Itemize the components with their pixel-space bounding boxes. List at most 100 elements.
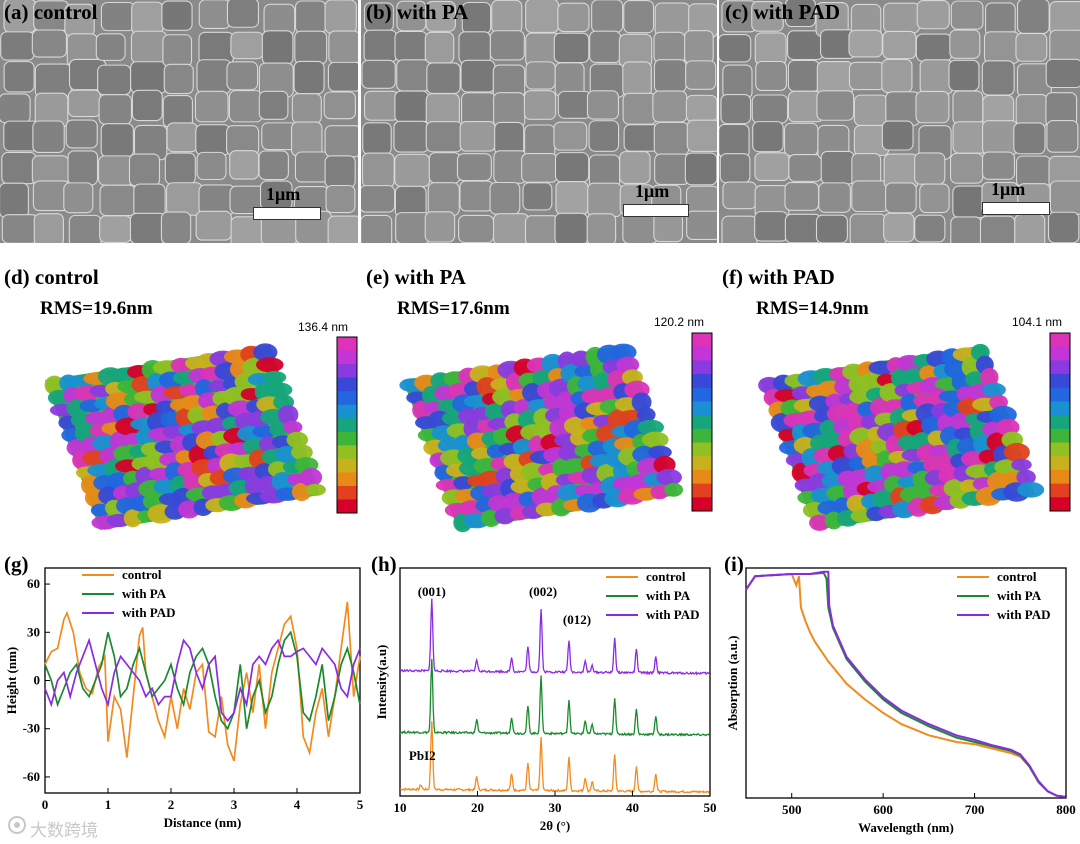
sem-grain <box>1015 93 1049 128</box>
sem-grain <box>162 34 193 68</box>
sem-grain <box>100 123 134 158</box>
sem-grain <box>293 60 325 95</box>
sem-grain <box>393 120 430 153</box>
sem-grain <box>67 150 99 186</box>
sem-grain <box>394 153 431 188</box>
x-tick-label: 700 <box>965 802 985 817</box>
sem-grain <box>160 211 192 243</box>
watermark-logo-icon <box>8 816 26 834</box>
x-tick-label: 1 <box>105 797 112 812</box>
xrd-chart: 10 20 30 40 50 2θ (°) Intensity(a.u) (h) (001) (0… <box>371 552 717 833</box>
sem-grain <box>194 90 229 123</box>
sem-grain <box>323 91 356 120</box>
sem-grain <box>719 153 751 184</box>
scale-bar-label-control: 1μm <box>266 184 301 204</box>
colorbar-step <box>1050 442 1070 457</box>
sem-grain <box>522 182 553 211</box>
colorbar-control <box>336 336 358 514</box>
sem-grain <box>525 61 556 90</box>
sem-grain <box>949 29 981 59</box>
sem-grain <box>324 155 356 189</box>
afm-grain <box>300 468 323 487</box>
sem-grain <box>195 124 231 156</box>
sem-image-control <box>0 0 358 243</box>
sem-grain <box>130 30 168 64</box>
sem-grain <box>754 152 790 182</box>
sem-grain <box>1015 32 1048 62</box>
colorbar-step <box>1050 415 1070 430</box>
x-tick-label: 500 <box>782 802 802 817</box>
colorbar-step <box>692 456 712 471</box>
sem-grain <box>820 150 855 185</box>
sem-grain <box>654 153 691 185</box>
scale-bar-with-pa <box>623 204 689 217</box>
afm-max-control: 136.4 nm <box>298 320 349 334</box>
afm-grain <box>291 444 313 461</box>
sem-grain <box>128 153 161 187</box>
sem-grain <box>396 59 431 92</box>
afm-grain <box>980 367 999 387</box>
x-tick-label: 3 <box>231 797 238 812</box>
sem-grain <box>131 1 164 35</box>
sem-grain <box>1045 58 1080 89</box>
x-tick-label: 40 <box>626 800 639 815</box>
sem-grain <box>63 182 94 214</box>
sem-grain <box>133 183 166 218</box>
legend-label: with PA <box>122 586 167 601</box>
sem-grain <box>586 90 620 120</box>
sem-grain <box>818 182 851 213</box>
afm-grain <box>636 407 656 423</box>
sem-grain <box>34 63 72 99</box>
absorption-chart: 500 600 700 800 Wavelength (nm) Absorption (a… <box>725 552 1076 835</box>
sem-grain <box>882 30 917 60</box>
y-tick-label: -30 <box>23 721 40 736</box>
sem-grain <box>3 61 35 93</box>
sem-grain <box>883 212 915 243</box>
colorbar-step <box>1050 346 1070 361</box>
watermark-text: 大数跨境 <box>30 821 98 840</box>
sem-grain <box>68 214 102 243</box>
sem-grain <box>0 182 29 219</box>
sem-grain <box>557 90 592 119</box>
sem-grain <box>258 90 289 120</box>
colorbar-step <box>692 346 712 361</box>
sem-grain <box>588 120 620 152</box>
afm-grain <box>996 418 1020 436</box>
sem-grain <box>0 31 35 61</box>
sem-grain <box>685 60 717 90</box>
sem-grain <box>881 120 914 151</box>
sem-label-control: (a) control <box>4 0 98 24</box>
sem-grain <box>1014 213 1046 243</box>
legend-label: control <box>122 567 162 582</box>
colorbar-step <box>337 445 357 460</box>
sem-grain <box>328 30 358 64</box>
colorbar-step <box>337 377 357 392</box>
sem-grain <box>553 121 588 151</box>
sem-grain <box>33 213 64 243</box>
sem-grain <box>163 63 194 95</box>
sem-grain <box>622 61 652 97</box>
sem-grain <box>230 216 267 243</box>
colorbar-step <box>1050 401 1070 416</box>
afm-grain <box>613 461 632 481</box>
sem-grain <box>653 212 684 243</box>
sem-grain <box>619 150 651 185</box>
colorbar-step <box>692 442 712 457</box>
sem-grain <box>919 59 954 95</box>
sem-grain <box>985 2 1016 37</box>
colorbar-step <box>692 333 712 348</box>
sem-grain <box>97 64 132 96</box>
x-tick-label: 30 <box>549 800 562 815</box>
afm-grain <box>286 431 309 448</box>
sem-grain <box>31 155 70 186</box>
sem-grain <box>198 0 231 29</box>
sem-grain <box>363 29 398 63</box>
sem-grain <box>394 90 430 123</box>
panel-letter: (i) <box>725 552 744 576</box>
afm-grain <box>123 509 143 528</box>
abs-line-with-pad <box>745 570 1067 798</box>
sem-grain <box>0 93 31 124</box>
sem-grain <box>950 0 984 30</box>
sem-grain <box>32 120 65 154</box>
x-tick-label: 0 <box>42 797 49 812</box>
